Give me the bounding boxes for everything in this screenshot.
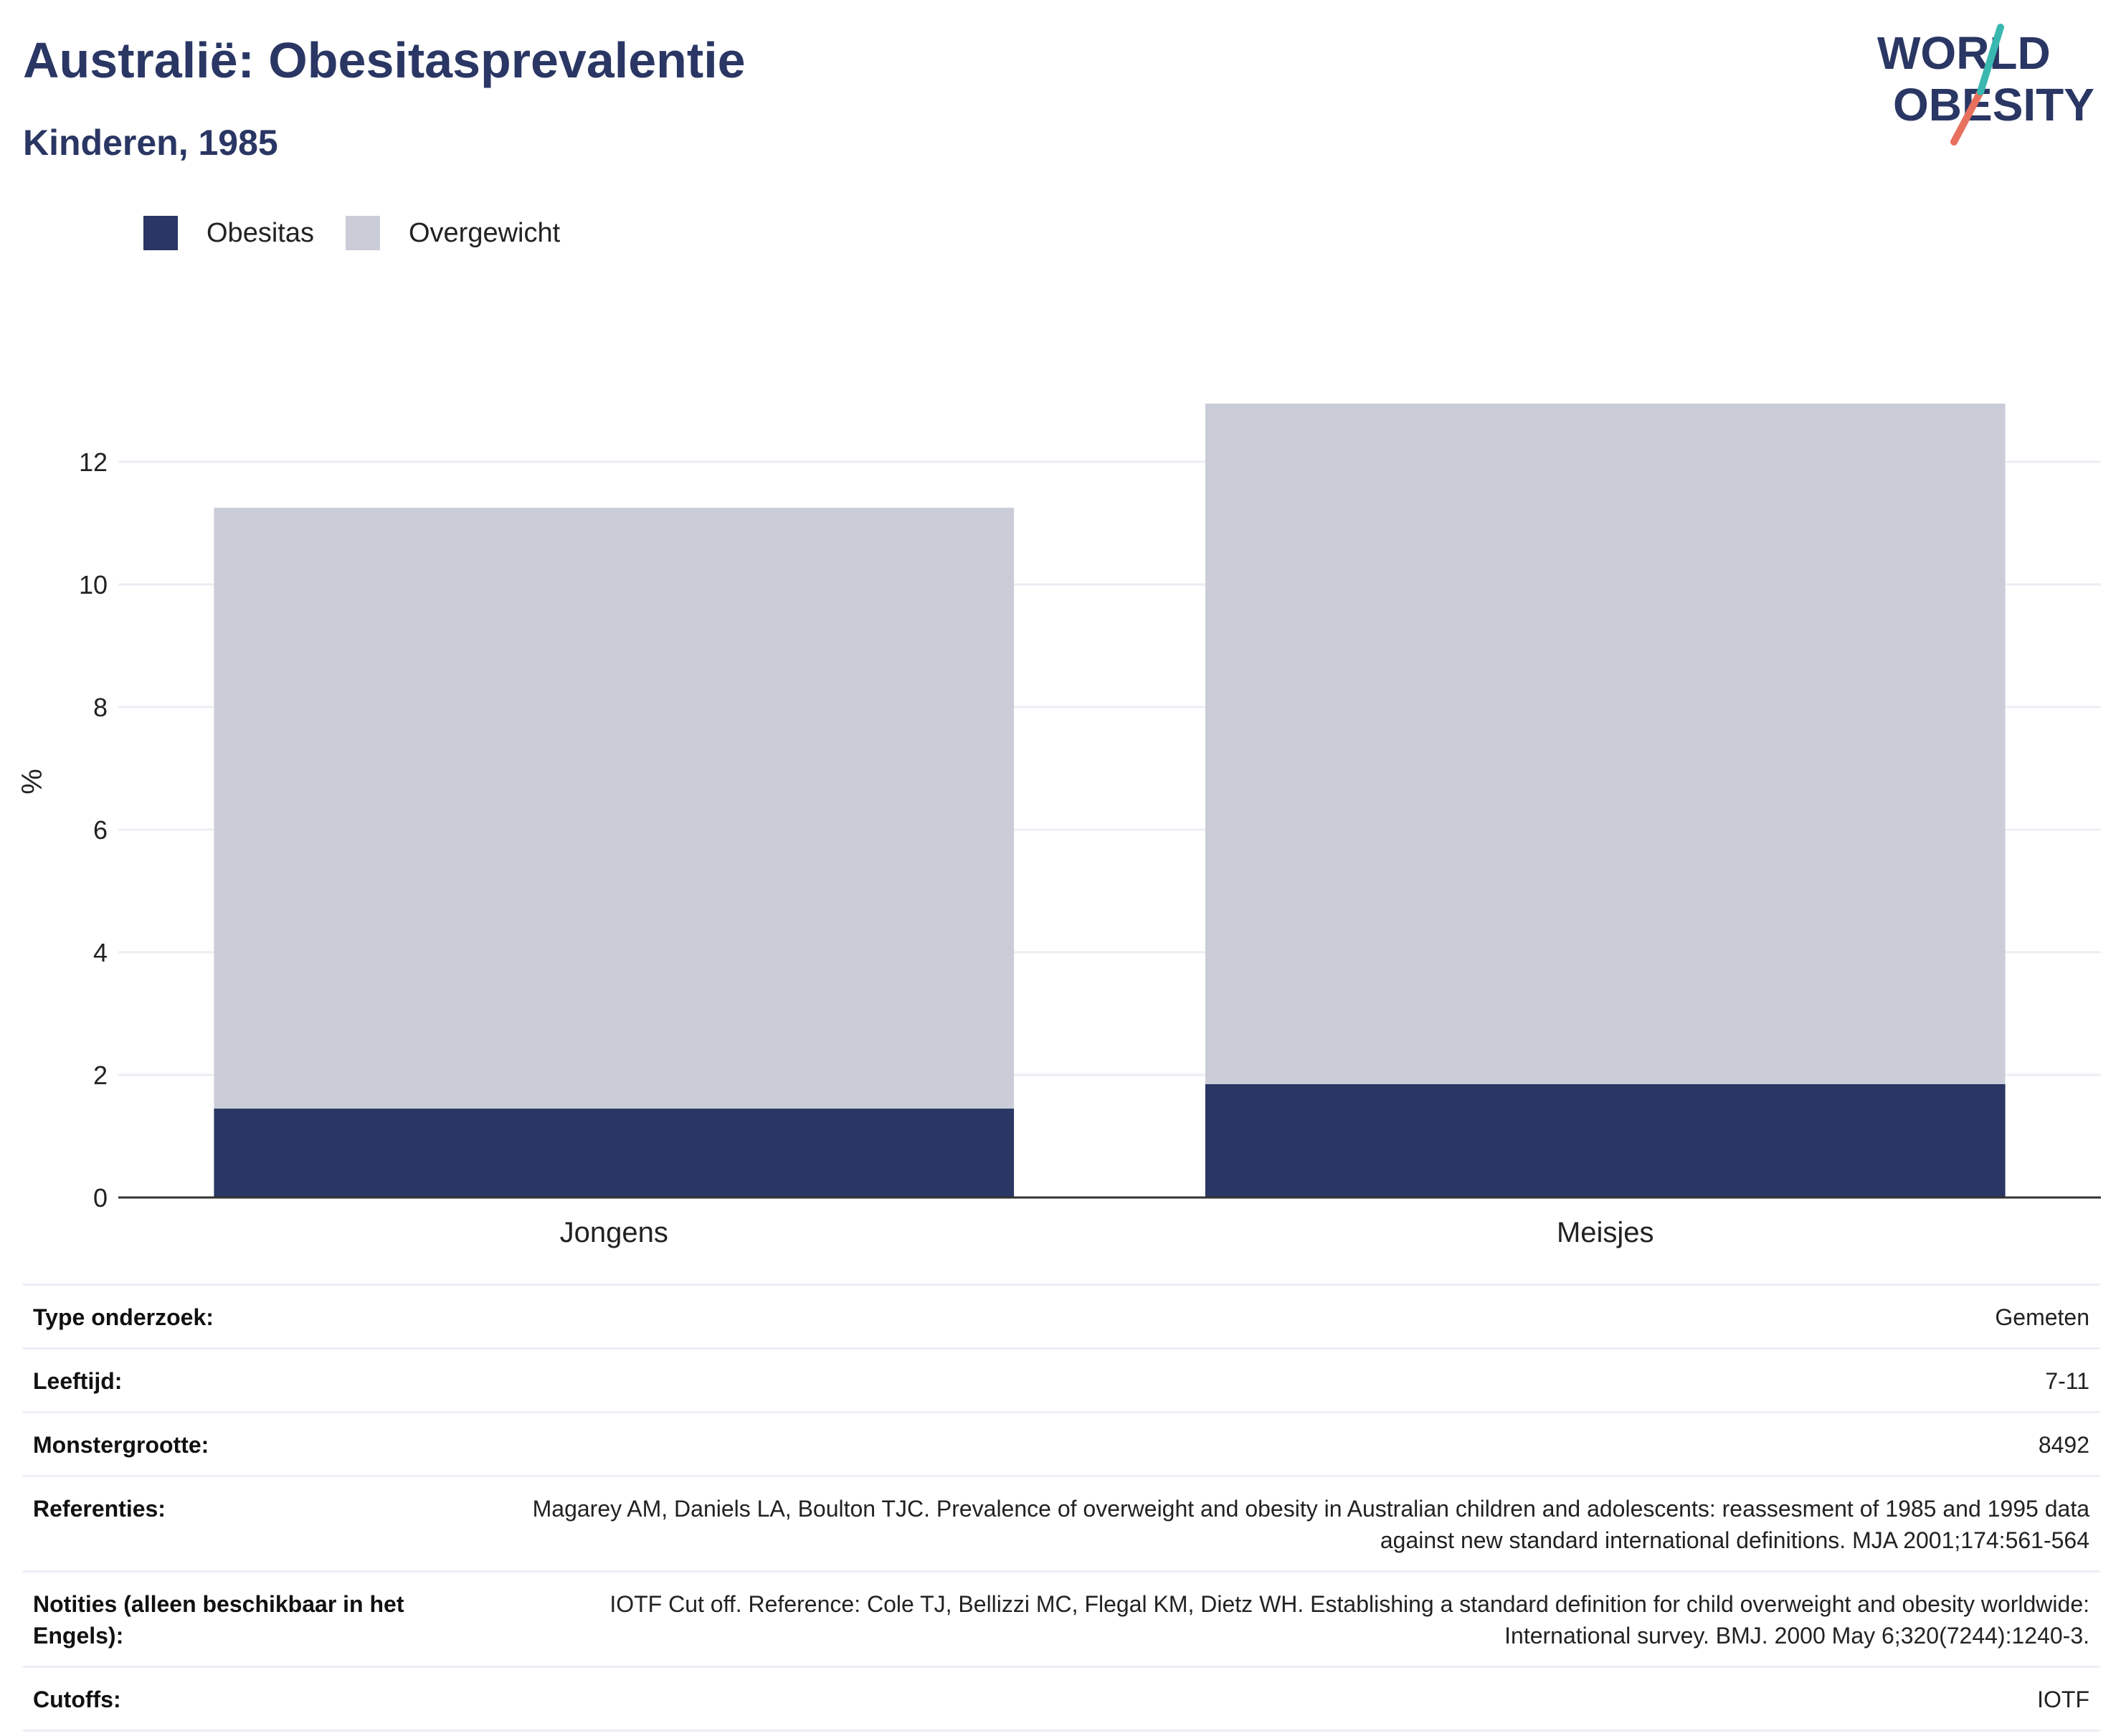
y-tick-label: 0 bbox=[93, 1183, 108, 1213]
info-label: Referenties: bbox=[33, 1496, 166, 1522]
info-label: Cutoffs: bbox=[33, 1687, 121, 1712]
bar-overgewicht-jongens[interactable] bbox=[214, 508, 1015, 1109]
world-obesity-logo: WORLD OBESITY bbox=[1877, 24, 2094, 146]
y-tick-label: 12 bbox=[79, 447, 108, 477]
info-label: Leeftijd: bbox=[33, 1368, 123, 1394]
info-row: Notities (alleen beschikbaar in het Enge… bbox=[23, 1571, 2099, 1667]
y-axis-label: % bbox=[16, 769, 48, 795]
info-value: 8492 bbox=[2038, 1432, 2089, 1458]
chart-title: Australië: Obesitasprevalentie bbox=[23, 32, 746, 88]
legend-swatch-overgewicht bbox=[345, 216, 380, 250]
y-tick-label: 10 bbox=[79, 570, 108, 599]
logo-slash-upper bbox=[1977, 24, 2004, 95]
bars bbox=[214, 403, 2006, 1197]
bar-obesitas-jongens[interactable] bbox=[214, 1109, 1015, 1197]
legend-label-overgewicht: Overgewicht bbox=[408, 217, 561, 248]
bar-overgewicht-meisjes[interactable] bbox=[1205, 403, 2006, 1084]
bar-chart: 0 2 4 6 8 10 12 Jongens Meisjes % bbox=[16, 403, 2101, 1248]
info-label: Type onderzoek: bbox=[33, 1304, 214, 1330]
x-tick-labels: Jongens Meisjes bbox=[560, 1217, 1654, 1248]
chart-subtitle: Kinderen, 1985 bbox=[23, 123, 278, 163]
logo-text-world: WORLD bbox=[1877, 27, 2051, 79]
info-value: 7-11 bbox=[2045, 1368, 2089, 1394]
info-row: Cutoffs: IOTF bbox=[23, 1666, 2099, 1731]
bar-obesitas-meisjes[interactable] bbox=[1205, 1083, 2006, 1197]
info-value: Magarey AM, Daniels LA, Boulton TJC. Pre… bbox=[532, 1496, 2089, 1553]
info-label: Monstergrootte: bbox=[33, 1432, 209, 1458]
info-value: Gemeten bbox=[1995, 1304, 2089, 1330]
x-tick-label: Meisjes bbox=[1557, 1217, 1654, 1248]
info-label: Notities (alleen beschikbaar in het Enge… bbox=[33, 1591, 404, 1649]
y-tick-labels: 0 2 4 6 8 10 12 bbox=[79, 447, 108, 1213]
logo-slash-lower bbox=[1950, 88, 1984, 146]
info-row: Type onderzoek: Gemeten bbox=[23, 1284, 2099, 1349]
y-tick-label: 4 bbox=[93, 938, 108, 967]
legend-label-obesitas: Obesitas bbox=[207, 217, 314, 248]
info-value: IOTF Cut off. Reference: Cole TJ, Belliz… bbox=[609, 1591, 2089, 1649]
x-tick-label: Jongens bbox=[560, 1217, 668, 1248]
legend-item-obesitas[interactable]: Obesitas bbox=[143, 216, 314, 250]
legend-swatch-obesitas bbox=[143, 216, 178, 250]
info-row: Monstergrootte: 8492 bbox=[23, 1412, 2099, 1476]
legend: Obesitas Overgewicht bbox=[143, 215, 592, 251]
y-tick-label: 6 bbox=[93, 815, 108, 845]
study-info-table: Type onderzoek: Gemeten Leeftijd: 7-11 Monst… bbox=[23, 1284, 2099, 1732]
info-value: IOTF bbox=[2037, 1687, 2089, 1712]
logo-text-obesity: OBESITY bbox=[1893, 79, 2094, 131]
y-tick-label: 8 bbox=[93, 693, 108, 722]
info-row: Referenties: Magarey AM, Daniels LA, Boul… bbox=[23, 1476, 2099, 1572]
legend-item-overgewicht[interactable]: Overgewicht bbox=[345, 216, 561, 250]
y-tick-label: 2 bbox=[93, 1061, 108, 1090]
info-row: Leeftijd: 7-11 bbox=[23, 1348, 2099, 1413]
